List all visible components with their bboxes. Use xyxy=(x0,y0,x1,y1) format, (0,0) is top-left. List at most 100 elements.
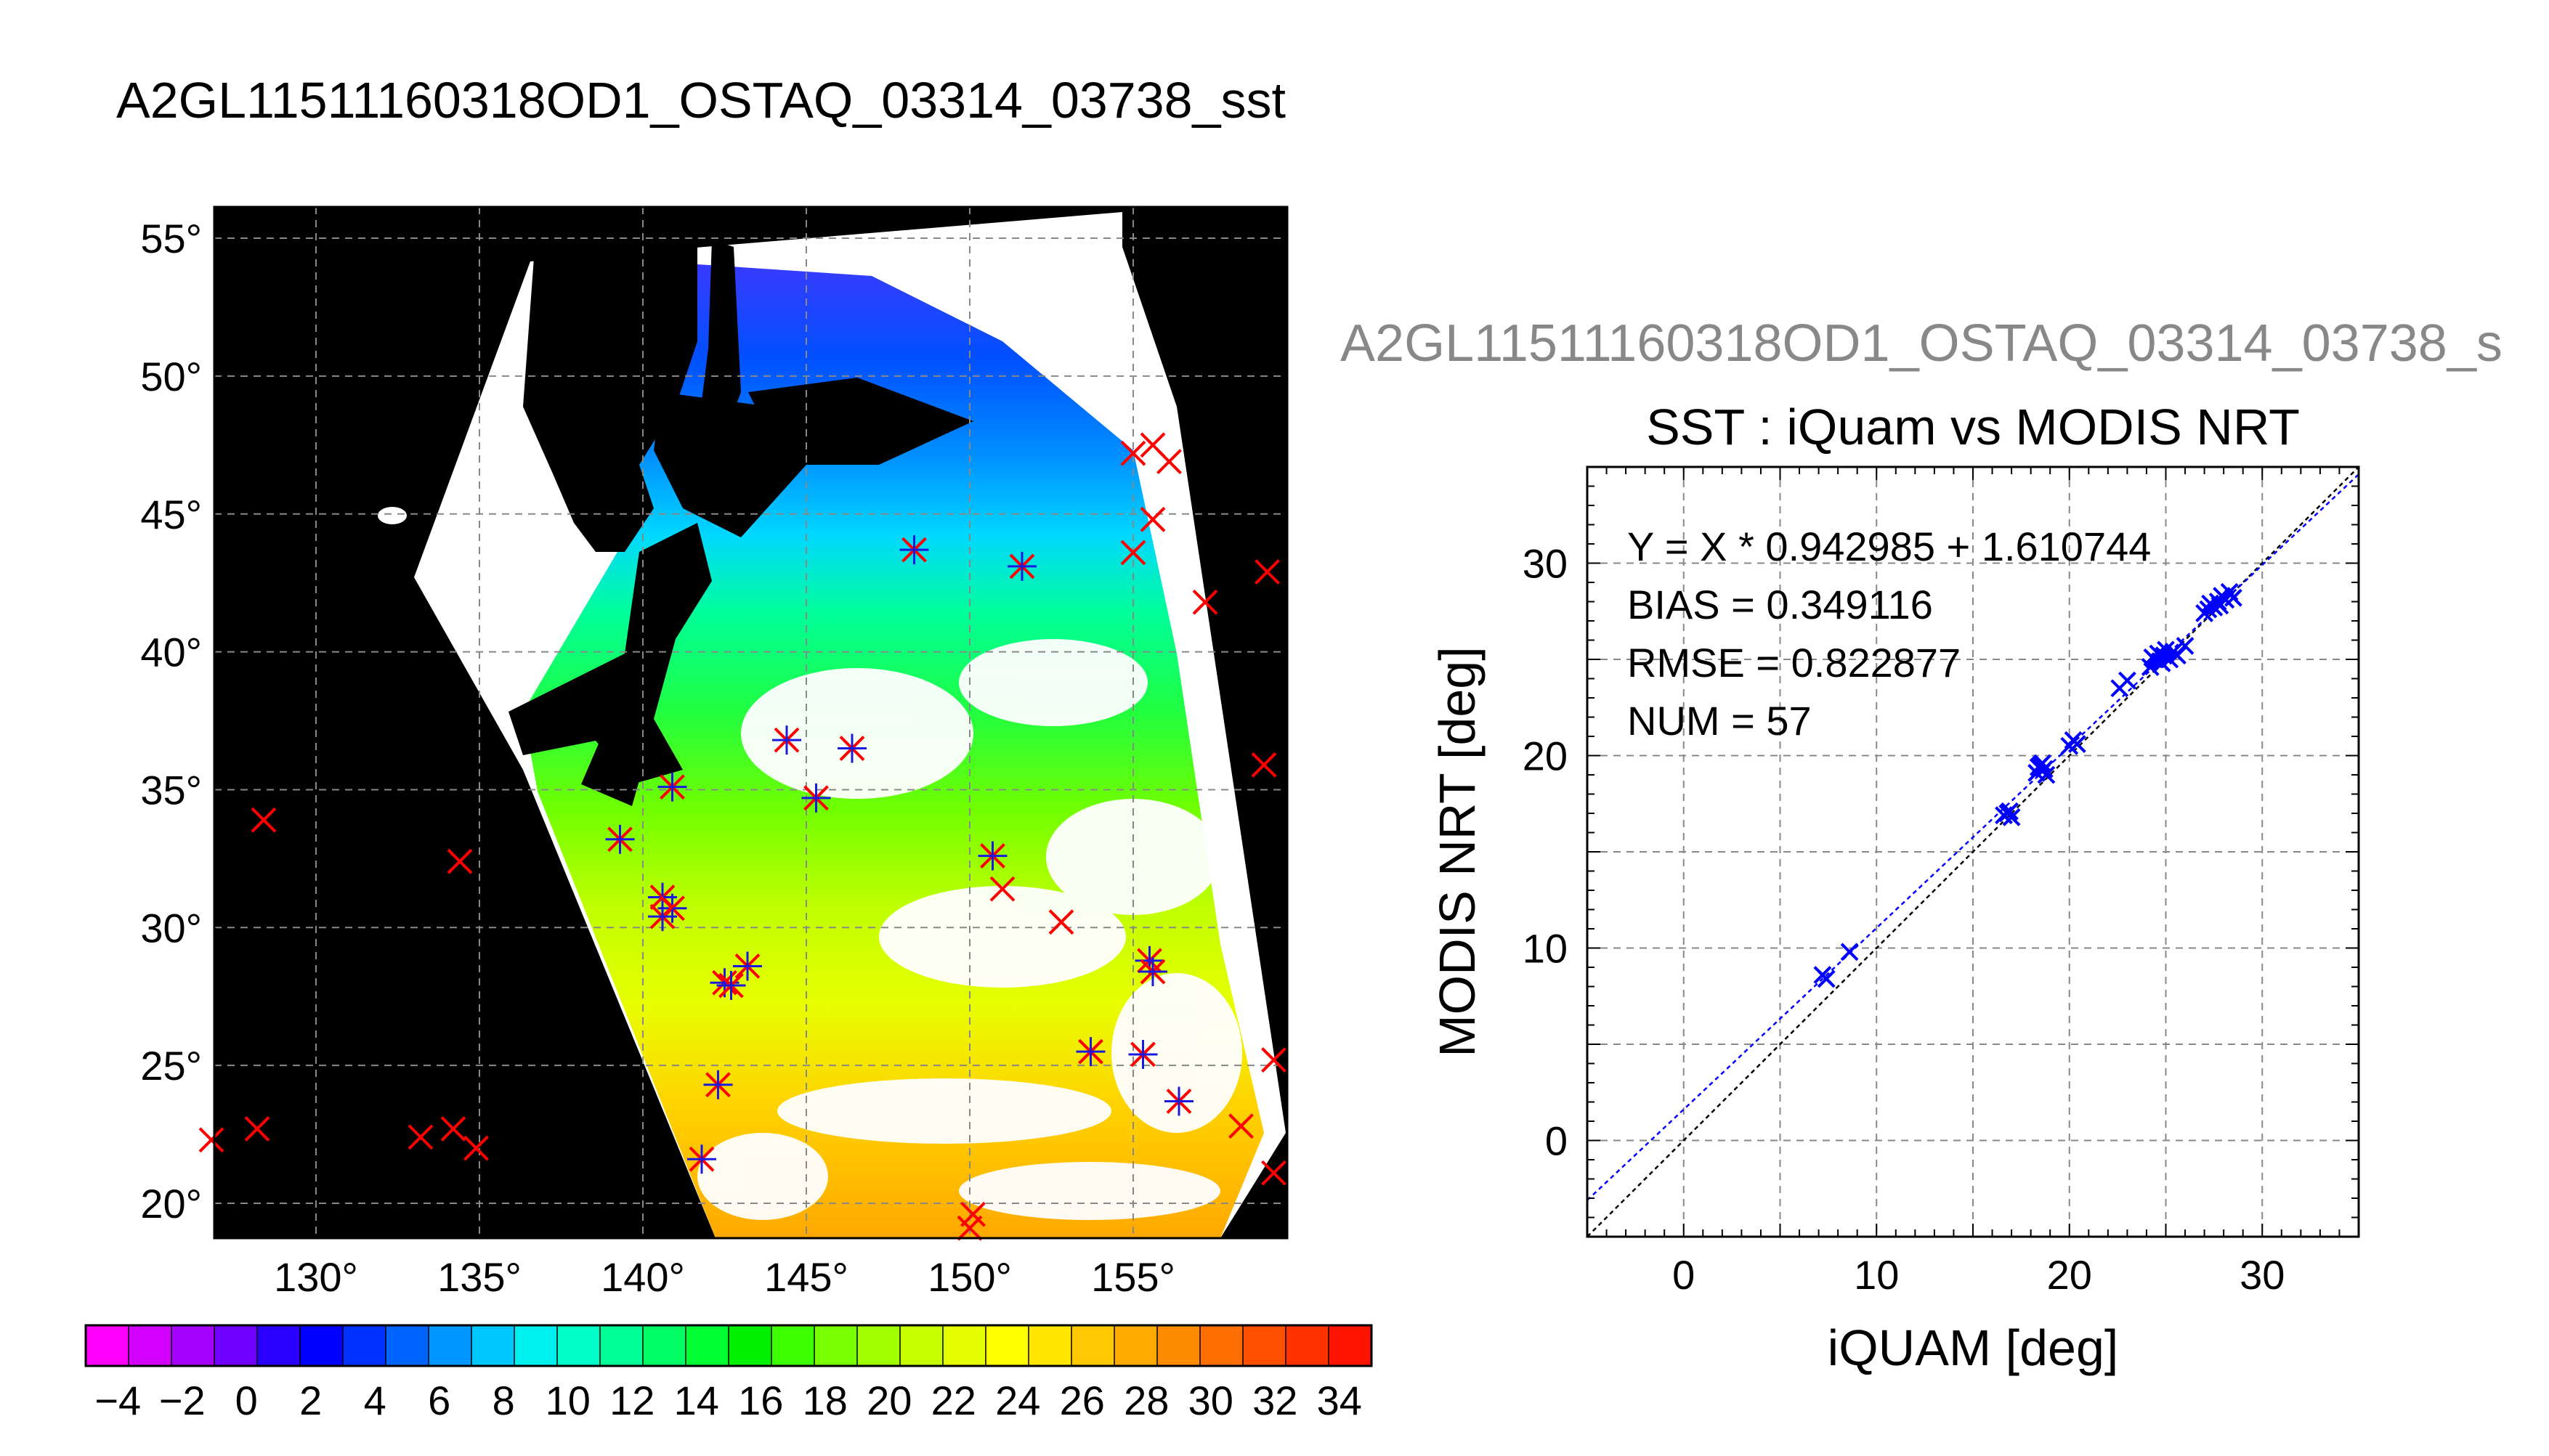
colorbar-tick-label: 26 xyxy=(1060,1378,1105,1423)
colorbar-cell xyxy=(1071,1325,1115,1366)
lon-tick-label: 145° xyxy=(764,1254,848,1300)
scatter-point xyxy=(2035,760,2054,778)
colorbar-cell xyxy=(1029,1325,1072,1366)
colorbar-tick-label: 30 xyxy=(1188,1378,1233,1423)
map-frame xyxy=(213,206,1289,1240)
colorbar-tick-label: 18 xyxy=(803,1378,848,1423)
colorbar-cell xyxy=(986,1325,1029,1366)
colorbar-cell xyxy=(386,1325,429,1366)
x-tick-label: 30 xyxy=(2240,1252,2285,1298)
match-marker xyxy=(1048,909,1074,935)
colorbar-tick-label: 0 xyxy=(235,1378,258,1423)
scatter-ticks: 0 10 20 30 0 10 20 30 xyxy=(1523,466,2359,1298)
map-graticule xyxy=(214,207,1287,1238)
colorbar-cell xyxy=(771,1325,815,1366)
colorbar-cell xyxy=(686,1325,729,1366)
colorbar-cell xyxy=(1157,1325,1201,1366)
x-axis-label: iQUAM [deg] xyxy=(1828,1319,2119,1376)
scatter-point xyxy=(2210,596,2229,615)
colorbar-cell xyxy=(1286,1325,1329,1366)
colorbar-tick-label: −2 xyxy=(159,1378,206,1423)
colorbar-cell xyxy=(1114,1325,1158,1366)
match-marker xyxy=(1255,559,1280,585)
page-title: A2GL11511160318OD1_OSTAQ_03314_03738_sst xyxy=(116,72,1286,129)
scatter-point xyxy=(2033,754,2051,773)
colorbar-cell xyxy=(1329,1325,1372,1366)
match-marker xyxy=(1261,1160,1286,1186)
scatter-title: SST : iQuam vs MODIS NRT xyxy=(1646,399,2300,455)
lat-tick-label: 20° xyxy=(140,1181,202,1227)
match-marker xyxy=(1251,752,1277,778)
scatter-point xyxy=(1840,943,1859,961)
bias-value: BIAS = 0.349116 xyxy=(1627,582,1933,627)
colorbar-tick-label: 4 xyxy=(364,1378,386,1423)
colorbar-cell xyxy=(343,1325,386,1366)
fit-equation: Y = X * 0.942985 + 1.610744 xyxy=(1627,524,2151,569)
lat-tick-label: 30° xyxy=(140,905,202,951)
scatter-header: A2GL11511160318OD1_OSTAQ_03314_03738_s xyxy=(1340,314,2503,373)
colorbar-labels: −4 −2 0 2 4 6 8 10 12 14 16 18 20 22 24 26 28 30 32 34 xyxy=(94,1378,1362,1423)
match-marker xyxy=(1156,449,1182,475)
scatter-points xyxy=(1813,582,2242,988)
colorbar-cell xyxy=(857,1325,901,1366)
match-marker xyxy=(1228,1113,1254,1139)
match-marker xyxy=(1261,1047,1286,1073)
identity-line xyxy=(1586,466,2359,1237)
cloud-cover xyxy=(697,639,1242,1220)
lon-tick-label: 140° xyxy=(601,1254,685,1300)
lat-tick-label: 35° xyxy=(140,767,202,813)
colorbar-cell xyxy=(643,1325,686,1366)
scatter-point xyxy=(2067,735,2086,754)
lat-tick-label: 45° xyxy=(140,492,202,537)
match-marker xyxy=(1120,540,1146,566)
map-markers xyxy=(198,432,1286,1241)
colorbar-frame xyxy=(84,1324,1373,1367)
match-marker xyxy=(1120,440,1146,466)
colorbar-tick-label: 6 xyxy=(428,1378,450,1423)
scatter-point xyxy=(2001,802,2019,821)
match-marker xyxy=(1140,432,1166,458)
stats-box: Y = X * 0.942985 + 1.610744 BIAS = 0.349… xyxy=(1627,524,2151,744)
match-marker xyxy=(447,848,473,874)
lat-tick-label: 50° xyxy=(140,354,202,399)
scatter-point xyxy=(2118,671,2136,690)
map-tick-labels: 130° 135° 140° 145° 150° 155° 20° 25° 30° 35° 40° 4… xyxy=(140,216,1175,1300)
lon-tick-label: 135° xyxy=(437,1254,522,1300)
scatter-point xyxy=(2176,637,2195,655)
match-marker xyxy=(244,1116,270,1142)
colorbar-cells xyxy=(86,1325,1372,1366)
scatter-point xyxy=(2151,652,2169,671)
sst-map: 130° 135° 140° 145° 150° 155° 20° 25° 30° 35° 40° 4… xyxy=(140,206,1289,1300)
colorbar-tick-label: 32 xyxy=(1252,1378,1297,1423)
colorbar-cell xyxy=(86,1325,129,1366)
colorbar-cell xyxy=(429,1325,472,1366)
colorbar-cell xyxy=(900,1325,944,1366)
colorbar-tick-label: 22 xyxy=(931,1378,976,1423)
colorbar-cell xyxy=(300,1325,344,1366)
scatter-point xyxy=(2002,808,2021,826)
colorbar-tick-label: −4 xyxy=(94,1378,141,1423)
island xyxy=(378,507,407,524)
num-value: NUM = 57 xyxy=(1627,698,1812,744)
colorbar-cell xyxy=(129,1325,172,1366)
colorbar-tick-label: 10 xyxy=(546,1378,591,1423)
match-marker xyxy=(440,1116,466,1142)
lon-tick-label: 155° xyxy=(1091,1254,1175,1300)
colorbar-tick-label: 20 xyxy=(867,1378,912,1423)
scatter-point xyxy=(1817,969,1836,988)
colorbar-cell xyxy=(943,1325,986,1366)
colorbar-cell xyxy=(1243,1325,1286,1366)
match-marker xyxy=(198,1127,224,1153)
colorbar-tick-label: 2 xyxy=(299,1378,322,1423)
lat-tick-label: 55° xyxy=(140,216,202,261)
y-tick-label: 10 xyxy=(1523,926,1568,972)
scatter-point xyxy=(2224,588,2242,607)
land xyxy=(508,240,973,806)
colorbar-cell xyxy=(814,1325,858,1366)
y-tick-label: 20 xyxy=(1523,733,1568,779)
y-tick-label: 0 xyxy=(1545,1118,1568,1164)
y-axis-label: MODIS NRT [deg] xyxy=(1429,646,1486,1057)
colorbar-tick-label: 14 xyxy=(674,1378,719,1423)
x-tick-label: 20 xyxy=(2047,1252,2092,1298)
